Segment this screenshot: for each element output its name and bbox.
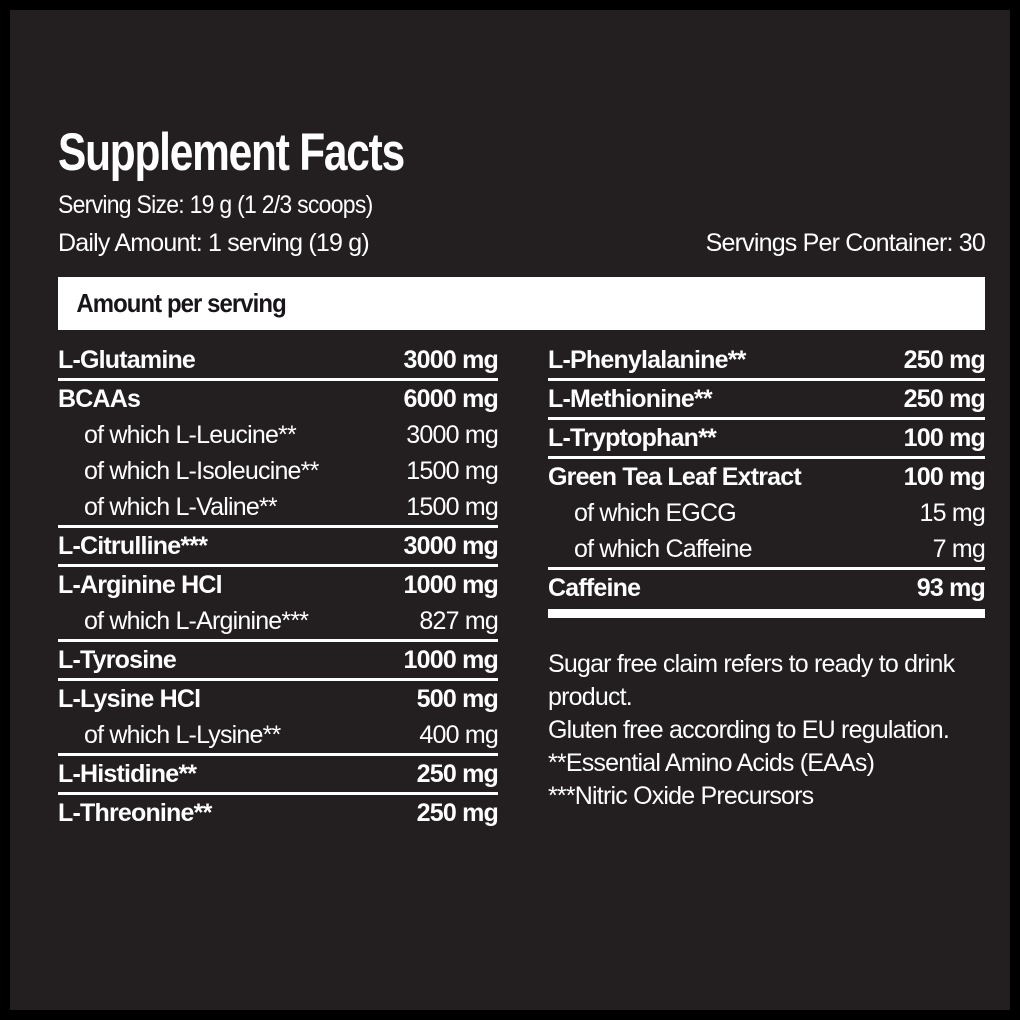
page-title: Supplement Facts (58, 123, 405, 182)
table-row: BCAAs 6000 mg (58, 381, 499, 417)
facts-column-left: L-Glutamine 3000 mg BCAAs 6000 mg of whi… (58, 342, 499, 831)
label-content: Supplement Facts Serving Size: 19 g (1 2… (58, 10, 986, 1010)
ingredient-amount: 3000 mg (406, 420, 499, 449)
ingredient-name: of which L-Valine** (84, 492, 278, 521)
table-row: Green Tea Leaf Extract 100 mg (548, 459, 986, 495)
table-row: of which Caffeine 7 mg (548, 531, 986, 570)
ingredient-amount: 1500 mg (406, 456, 499, 485)
facts-column-right: L-Phenylalanine** 250 mg L-Methionine** … (548, 342, 986, 813)
ingredient-name: of which L-Lysine** (84, 720, 281, 749)
table-row: L-Histidine** 250 mg (58, 756, 499, 795)
ingredient-name: of which EGCG (574, 498, 737, 527)
ingredient-name: L-Arginine HCl (58, 570, 223, 599)
table-row: L-Tyrosine 1000 mg (58, 642, 499, 681)
ingredient-amount: 6000 mg (403, 384, 499, 413)
table-row: L-Phenylalanine** 250 mg (548, 342, 986, 381)
ingredient-amount: 250 mg (416, 798, 499, 827)
footnote-sugar-free: Sugar free claim refers to ready to drin… (548, 650, 955, 711)
table-end-bar (548, 609, 985, 618)
footnotes-block: Sugar free claim refers to ready to drin… (548, 648, 985, 813)
facts-table: L-Glutamine 3000 mg BCAAs 6000 mg of whi… (58, 342, 986, 831)
ingredient-name: L-Tyrosine (58, 645, 177, 674)
supplement-label-panel: Supplement Facts Serving Size: 19 g (1 2… (10, 10, 1010, 1010)
ingredient-amount: 250 mg (903, 345, 986, 374)
daily-amount-row: Daily Amount: 1 serving (19 g) Servings … (58, 229, 986, 258)
ingredient-name: L-Phenylalanine** (548, 345, 746, 374)
ingredient-amount: 100 mg (903, 462, 986, 491)
ingredient-name: Caffeine (548, 573, 641, 602)
ingredient-amount: 7 mg (932, 534, 986, 563)
servings-per-container-text: Servings Per Container: 30 (705, 229, 986, 257)
ingredient-name: of which L-Leucine** (84, 420, 297, 449)
ingredient-amount: 827 mg (419, 606, 498, 635)
table-row: of which L-Valine** 1500 mg (58, 489, 499, 528)
ingredient-name: L-Lysine HCl (58, 684, 201, 713)
ingredient-amount: 3000 mg (403, 531, 499, 560)
ingredient-amount: 1500 mg (406, 492, 499, 521)
ingredient-amount: 3000 mg (403, 345, 499, 374)
ingredient-name: L-Threonine** (58, 798, 212, 827)
ingredient-name: of which Caffeine (574, 534, 753, 563)
ingredient-name: L-Glutamine (58, 345, 196, 374)
table-row: L-Lysine HCl 500 mg (58, 681, 499, 717)
ingredient-amount: 400 mg (419, 720, 498, 749)
ingredient-amount: 250 mg (416, 759, 499, 788)
ingredient-amount: 1000 mg (403, 570, 499, 599)
table-row: L-Methionine** 250 mg (548, 381, 986, 420)
footnote-eaas: **Essential Amino Acids (EAAs) (548, 749, 875, 777)
amount-per-serving-label: Amount per serving (76, 288, 286, 318)
table-row: L-Arginine HCl 1000 mg (58, 567, 499, 603)
footnote-nitric-oxide: ***Nitric Oxide Precursors (548, 782, 814, 810)
table-row: L-Threonine** 250 mg (58, 795, 499, 831)
ingredient-amount: 15 mg (919, 498, 986, 527)
ingredient-name: Green Tea Leaf Extract (548, 462, 802, 491)
ingredient-name: L-Histidine** (58, 759, 197, 788)
table-row: of which L-Arginine*** 827 mg (58, 603, 499, 642)
serving-size-text: Serving Size: 19 g (1 2/3 scoops) (58, 191, 373, 219)
table-row: L-Tryptophan** 100 mg (548, 420, 986, 459)
ingredient-amount: 500 mg (416, 684, 499, 713)
table-row: of which L-Leucine** 3000 mg (58, 417, 499, 453)
ingredient-amount: 1000 mg (403, 645, 499, 674)
table-row: of which L-Isoleucine** 1500 mg (58, 453, 499, 489)
table-row: of which L-Lysine** 400 mg (58, 717, 499, 756)
table-row: Caffeine 93 mg (548, 570, 986, 606)
ingredient-name: L-Methionine** (548, 384, 713, 413)
ingredient-amount: 250 mg (903, 384, 986, 413)
daily-amount-text: Daily Amount: 1 serving (19 g) (58, 229, 370, 257)
table-row: L-Glutamine 3000 mg (58, 342, 499, 381)
ingredient-name: of which L-Arginine*** (84, 606, 309, 635)
ingredient-amount: 100 mg (903, 423, 986, 452)
ingredient-name: of which L-Isoleucine** (84, 456, 319, 485)
ingredient-name: L-Tryptophan** (548, 423, 717, 452)
ingredient-name: L-Citrulline*** (58, 531, 208, 560)
amount-per-serving-header: Amount per serving (58, 277, 985, 330)
ingredient-amount: 93 mg (916, 573, 986, 602)
table-row: of which EGCG 15 mg (548, 495, 986, 531)
table-row: L-Citrulline*** 3000 mg (58, 528, 499, 567)
ingredient-name: BCAAs (58, 384, 141, 413)
footnote-gluten-free: Gluten free according to EU regulation. (548, 716, 950, 744)
